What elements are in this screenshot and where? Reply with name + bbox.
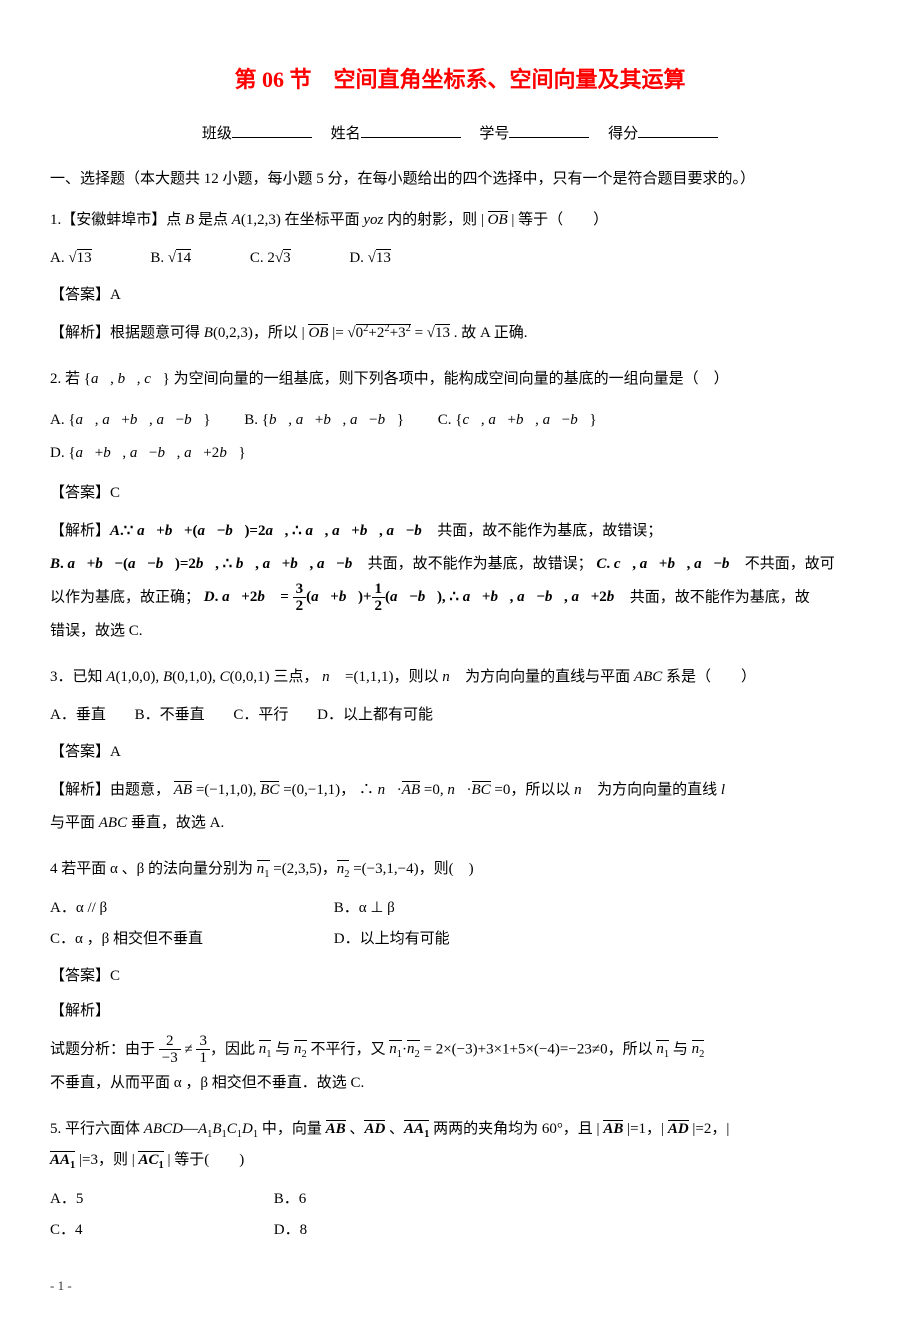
q5-options: A．5 B．6 C．4 D．8: [50, 1186, 870, 1244]
blank-class: [232, 120, 312, 138]
q1-opt-c: C. 2√3: [250, 245, 291, 272]
q1-opt-b: B. √14: [150, 245, 191, 272]
q3-opt-d: D．以上都有可能: [317, 702, 433, 729]
q5-stem: 5. 平行六面体 ABCD—A1B1C1D1 中，向量 AB 、AD 、AA1 …: [50, 1114, 870, 1176]
blank-score: [638, 120, 718, 138]
q4-opt-b: B．α ⊥ β: [334, 895, 614, 922]
label-class: 班级: [202, 126, 232, 142]
q2-answer: 【答案】C: [50, 480, 870, 507]
form-row: 班级 姓名 学号 得分: [50, 120, 870, 148]
label-name: 姓名: [331, 126, 361, 142]
q2-opt-d: D. {a⃗+b⃗, a⃗−b⃗, a⃗+2b⃗}: [50, 437, 246, 470]
blank-id: [509, 120, 589, 138]
q4-options: A．α // β B．α ⊥ β C．α ，β 相交但不垂直 D．以上均有可能: [50, 895, 870, 953]
q2-options: A. {a⃗, a⃗+b⃗, a⃗−b⃗} B. {b⃗, a⃗+b⃗, a⃗−…: [50, 404, 870, 470]
q4-answer: 【答案】C: [50, 963, 870, 990]
q4-opt-d: D．以上均有可能: [334, 926, 614, 953]
q1-opt-a: A. √13: [50, 245, 92, 272]
q3-stem: 3．已知 A(1,0,0), B(0,1,0), C(0,0,1) 三点， n⃗…: [50, 662, 870, 692]
q4-analysis-label: 【解析】: [50, 998, 870, 1025]
q2-analysis: 【解析】A.∵ a⃗+b⃗+(a⃗−b⃗)=2a⃗, ∴ a⃗, a⃗+b⃗, …: [50, 515, 870, 648]
q3-opt-b: B．不垂直: [135, 702, 205, 729]
blank-name: [361, 120, 461, 138]
q4-opt-c: C．α ，β 相交但不垂直: [50, 926, 330, 953]
q5-opt-d: D．8: [274, 1217, 554, 1244]
q4-analysis: 试题分析：由于 2−3 ≠ 31，因此 n1 与 n2 不平行，又 n1·n2 …: [50, 1033, 870, 1100]
q2-opt-a: A. {a⃗, a⃗+b⃗, a⃗−b⃗}: [50, 404, 211, 437]
q1-stem: 1.【安徽蚌埠市】点 B 是点 A(1,2,3) 在坐标平面 yoz 内的射影，…: [50, 205, 870, 235]
label-score: 得分: [608, 126, 638, 142]
q5-opt-c: C．4: [50, 1217, 270, 1244]
section-intro: 一、选择题（本大题共 12 小题，每小题 5 分，在每小题给出的四个选择中，只有…: [50, 166, 870, 193]
q2-opt-b: B. {b⃗, a⃗+b⃗, a⃗−b⃗}: [244, 404, 404, 437]
q2-opt-c: C. {c⃗, a⃗+b⃗, a⃗−b⃗}: [438, 404, 597, 437]
q1-options: A. √13 B. √14 C. 2√3 D. √13: [50, 245, 870, 272]
q1-answer: 【答案】A: [50, 282, 870, 309]
q3-answer: 【答案】A: [50, 739, 870, 766]
q5-opt-a: A．5: [50, 1186, 270, 1213]
q2-stem: 2. 若 {a⃗, b⃗, c⃗} 为空间向量的一组基底，则下列各项中，能构成空…: [50, 364, 870, 394]
q1-analysis: 【解析】根据题意可得 B(0,2,3)，所以 | OB |= √02+22+32…: [50, 317, 870, 350]
q4-opt-a: A．α // β: [50, 895, 330, 922]
page-number: - 1 -: [50, 1274, 870, 1297]
q3-opt-c: C．平行: [233, 702, 288, 729]
q3-opt-a: A．垂直: [50, 702, 106, 729]
q3-analysis: 【解析】由题意， AB =(−1,1,0), BC =(0,−1,1)， ∴ n…: [50, 774, 870, 840]
q3-options: A．垂直 B．不垂直 C．平行 D．以上都有可能: [50, 702, 870, 729]
page-title: 第 06 节 空间直角坐标系、空间向量及其运算: [50, 60, 870, 100]
q5-opt-b: B．6: [274, 1186, 554, 1213]
q4-stem: 4 若平面 α 、β 的法向量分别为 n1 =(2,3,5)，n2 =(−3,1…: [50, 854, 870, 885]
label-id: 学号: [479, 126, 509, 142]
q1-opt-d: D. √13: [349, 245, 391, 272]
